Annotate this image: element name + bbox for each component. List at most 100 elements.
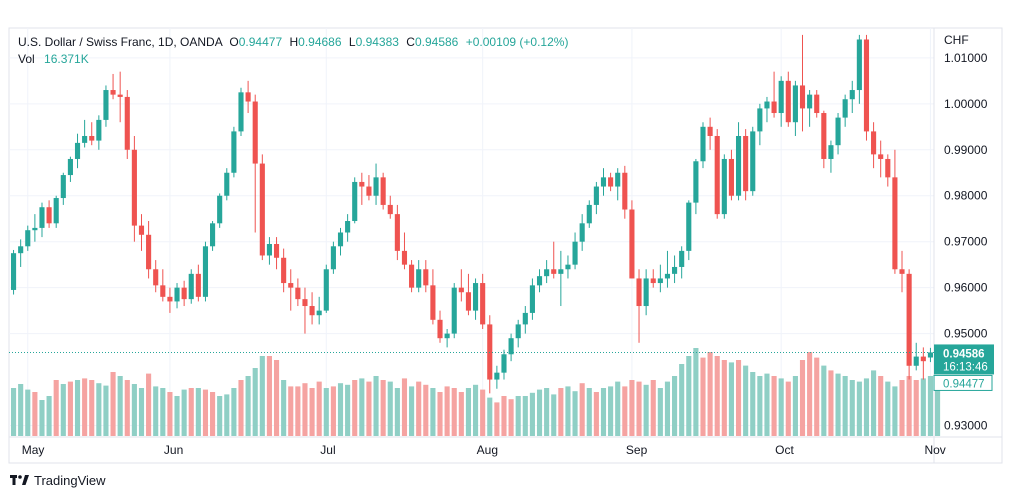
candle[interactable] <box>899 250 905 293</box>
candle[interactable] <box>529 278 535 320</box>
candle[interactable] <box>89 122 95 146</box>
candle[interactable] <box>167 287 173 313</box>
candle[interactable] <box>622 165 628 219</box>
candle[interactable] <box>423 260 429 293</box>
candle[interactable] <box>309 292 315 325</box>
candle[interactable] <box>558 250 564 307</box>
candle[interactable] <box>266 237 272 265</box>
candle[interactable] <box>330 241 336 274</box>
candle[interactable] <box>245 80 251 114</box>
candle[interactable] <box>74 133 81 169</box>
candle[interactable] <box>323 264 329 313</box>
candle[interactable] <box>906 269 912 380</box>
candle[interactable] <box>579 214 585 251</box>
candle[interactable] <box>380 172 386 210</box>
candle[interactable] <box>394 204 400 261</box>
candle[interactable] <box>472 278 479 320</box>
candle[interactable] <box>224 168 230 201</box>
candle[interactable] <box>217 193 223 228</box>
candle[interactable] <box>181 280 187 307</box>
candle[interactable] <box>707 117 713 150</box>
candle[interactable] <box>878 140 884 178</box>
candle[interactable] <box>295 278 301 307</box>
candle[interactable] <box>515 319 521 348</box>
candle[interactable] <box>273 237 280 270</box>
candle[interactable] <box>686 200 692 261</box>
candle[interactable] <box>437 310 443 343</box>
candle[interactable] <box>913 342 919 371</box>
candle[interactable] <box>593 181 599 215</box>
candle[interactable] <box>131 135 137 242</box>
candle[interactable] <box>409 260 415 293</box>
candle[interactable] <box>743 129 749 201</box>
candle[interactable] <box>551 241 557 279</box>
candle[interactable] <box>672 255 678 284</box>
candle[interactable] <box>750 126 756 196</box>
candle[interactable] <box>764 96 770 123</box>
candle[interactable] <box>10 249 17 295</box>
candle[interactable] <box>359 172 365 205</box>
candle[interactable] <box>195 264 201 302</box>
candle[interactable] <box>494 365 500 389</box>
candle[interactable] <box>231 126 237 178</box>
candle[interactable] <box>174 283 180 309</box>
candle[interactable] <box>46 200 52 228</box>
candle[interactable] <box>735 122 742 201</box>
candle[interactable] <box>188 269 194 304</box>
candle[interactable] <box>202 241 209 302</box>
candle[interactable] <box>288 269 294 311</box>
candle[interactable] <box>657 264 663 293</box>
candlesticks[interactable] <box>10 34 934 394</box>
candle[interactable] <box>828 140 834 173</box>
candle[interactable] <box>252 94 258 233</box>
candle[interactable] <box>302 287 308 334</box>
candle[interactable] <box>373 163 379 205</box>
candle[interactable] <box>366 175 372 201</box>
candle[interactable] <box>259 154 265 261</box>
candle[interactable] <box>807 90 813 127</box>
candle[interactable] <box>146 221 152 279</box>
candle[interactable] <box>664 250 671 288</box>
candle[interactable] <box>814 90 820 118</box>
candle[interactable] <box>138 214 145 251</box>
candle[interactable] <box>110 73 116 100</box>
candle[interactable] <box>608 172 614 192</box>
candle[interactable] <box>416 260 422 293</box>
candle[interactable] <box>799 34 806 132</box>
candle[interactable] <box>501 349 507 380</box>
candle[interactable] <box>281 248 287 293</box>
candle[interactable] <box>401 232 408 270</box>
candle[interactable] <box>700 122 706 169</box>
candle[interactable] <box>508 333 514 362</box>
candle[interactable] <box>714 129 720 219</box>
candle[interactable] <box>352 177 358 224</box>
candle[interactable] <box>643 269 649 316</box>
candle[interactable] <box>103 85 109 127</box>
candle[interactable] <box>544 260 550 284</box>
candle[interactable] <box>586 200 592 228</box>
candle[interactable] <box>430 269 436 325</box>
candle[interactable] <box>153 260 159 293</box>
candle[interactable] <box>67 156 73 182</box>
candle[interactable] <box>693 158 699 215</box>
candle[interactable] <box>892 149 898 274</box>
candle[interactable] <box>82 119 88 148</box>
candle[interactable] <box>316 296 322 325</box>
candle[interactable] <box>785 71 791 127</box>
candle[interactable] <box>927 347 934 363</box>
candle[interactable] <box>821 110 827 169</box>
candle[interactable] <box>458 269 464 302</box>
candle[interactable] <box>863 34 870 141</box>
candle[interactable] <box>337 227 344 256</box>
candle[interactable] <box>885 154 891 187</box>
candle[interactable] <box>679 246 685 279</box>
candle[interactable] <box>60 172 66 205</box>
candle[interactable] <box>871 122 877 169</box>
candle[interactable] <box>650 269 656 288</box>
candle[interactable] <box>345 214 351 242</box>
candle[interactable] <box>238 87 244 136</box>
candle[interactable] <box>565 255 571 279</box>
candle[interactable] <box>771 71 777 118</box>
candle[interactable] <box>32 214 38 242</box>
candle[interactable] <box>778 76 784 127</box>
